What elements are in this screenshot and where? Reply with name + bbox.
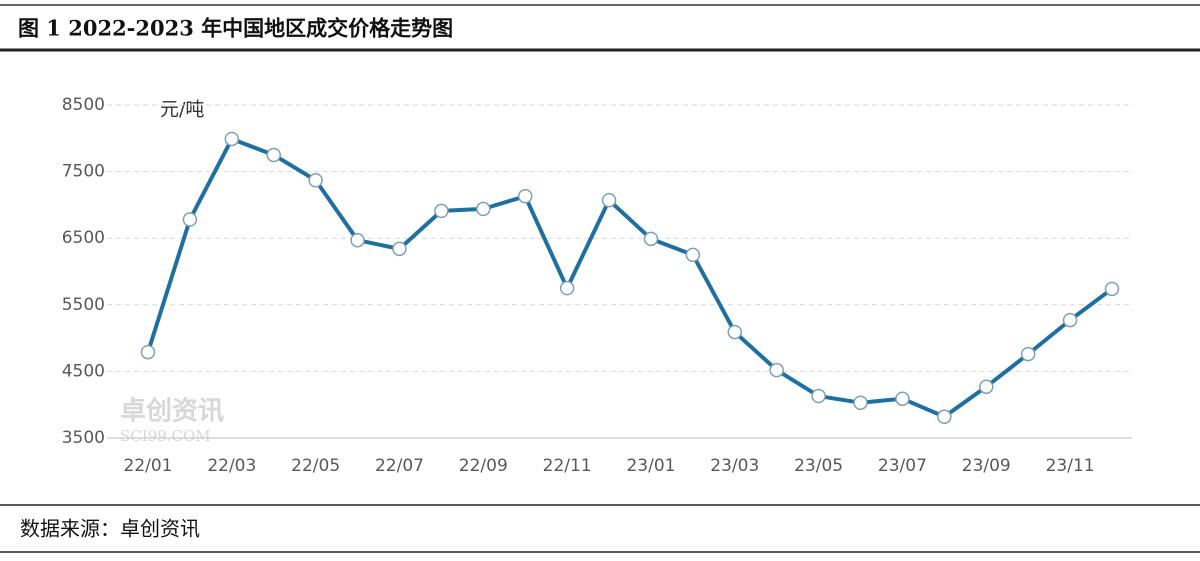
point bbox=[727, 324, 743, 340]
point bbox=[811, 388, 826, 404]
point bbox=[685, 247, 701, 263]
point bbox=[308, 173, 323, 188]
point bbox=[1062, 312, 1078, 328]
x-tick-label: 23/09 bbox=[962, 456, 1011, 476]
point bbox=[224, 131, 240, 147]
point bbox=[476, 201, 491, 217]
x-tick-label: 22/05 bbox=[291, 456, 340, 476]
point bbox=[937, 409, 952, 424]
y-tick-label: 5500 bbox=[62, 295, 105, 315]
x-tick-label: 22/03 bbox=[207, 456, 256, 476]
point bbox=[979, 379, 994, 394]
point bbox=[601, 192, 617, 208]
point bbox=[1104, 281, 1120, 297]
source: 数据来源：卓创资讯 bbox=[20, 517, 200, 541]
watermark: 卓创资讯 bbox=[120, 397, 224, 427]
x-tick-label: 23/03 bbox=[710, 456, 759, 476]
y-tick-label: 6500 bbox=[62, 228, 105, 248]
point bbox=[1020, 346, 1036, 362]
point bbox=[559, 280, 575, 296]
point bbox=[434, 203, 449, 219]
x-tick-label: 23/07 bbox=[878, 456, 927, 476]
x-tick-label: 22/07 bbox=[375, 456, 424, 476]
point bbox=[140, 344, 156, 360]
y-unit: 元/吨 bbox=[160, 99, 204, 121]
point bbox=[266, 147, 281, 163]
y-tick-label: 4500 bbox=[62, 361, 105, 381]
point bbox=[853, 395, 868, 410]
y-tick-label: 3500 bbox=[62, 428, 105, 448]
x-tick-label: 23/05 bbox=[794, 456, 843, 476]
point bbox=[182, 212, 198, 227]
x-tick-label: 23/11 bbox=[1046, 456, 1095, 476]
point bbox=[769, 362, 784, 378]
watermark: SCI99.COM bbox=[120, 427, 211, 445]
y-tick-label: 7500 bbox=[62, 162, 105, 182]
point bbox=[643, 231, 659, 247]
point bbox=[392, 241, 407, 257]
y-tick-label: 8500 bbox=[62, 95, 105, 115]
x-tick-label: 22/09 bbox=[459, 456, 508, 476]
chart-title: 图 1 2022-2023 年中国地区成交价格走势图 bbox=[18, 16, 453, 41]
point bbox=[517, 188, 533, 204]
line bbox=[146, 136, 1114, 419]
x-tick-label: 22/11 bbox=[543, 456, 592, 476]
point bbox=[350, 232, 365, 248]
x-tick-label: 23/01 bbox=[626, 456, 675, 476]
x-tick-label: 22/01 bbox=[124, 456, 173, 476]
point bbox=[895, 391, 910, 406]
